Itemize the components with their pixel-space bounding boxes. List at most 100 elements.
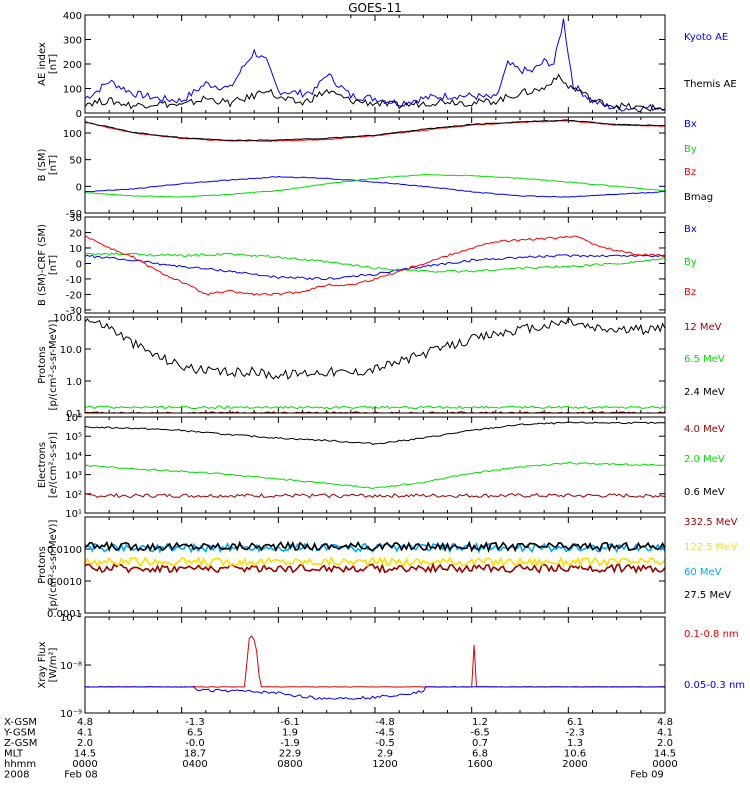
series-group xyxy=(85,18,665,113)
legend-entry: 12 MeV xyxy=(684,322,722,333)
y-tick-label: -20 xyxy=(66,290,82,301)
x-tick-value: 18.7 xyxy=(184,749,206,760)
y-axis-label: Xray Flux[W/m²] xyxy=(37,641,59,688)
y-axis-label: Electrons[e/(cm²-s-sr)] xyxy=(37,432,59,498)
x-tick-value: 2.9 xyxy=(377,749,393,760)
y-tick-label: -10 xyxy=(66,275,82,286)
legend-entry: Bx xyxy=(684,119,697,130)
y-tick-label: 10² xyxy=(65,490,82,501)
x-tick-value: -6.5 xyxy=(470,728,490,739)
x-tick-value: 10.6 xyxy=(564,749,586,760)
y-axis-label-line2: [W/m²] xyxy=(48,647,59,682)
series-line-6-5-mev xyxy=(85,405,665,410)
legend-entry: 332.5 MeV xyxy=(684,517,738,528)
panel-ae: 0 100 200 300 400 AE index[nT] Kyoto AE Themis … xyxy=(37,11,737,120)
y-tick-label: 10 xyxy=(69,244,82,255)
y-axis-label-line1: Protons xyxy=(37,346,48,383)
x-tick-value: 1.3 xyxy=(567,738,583,749)
y-tick-label: 100 xyxy=(63,129,82,140)
y-tick-label: 0 xyxy=(76,109,82,120)
y-tick-label: 10⁴ xyxy=(65,451,82,462)
series-line-bmag xyxy=(85,119,665,142)
x-tick-value: 0800 xyxy=(277,759,302,770)
x-tick-value: 4.1 xyxy=(77,728,93,739)
x-tick-value: 0400 xyxy=(182,759,207,770)
y-tick-label: 0.0001 xyxy=(47,609,82,620)
y-tick-label: 30 xyxy=(69,213,82,224)
legend-entry: 0.05-0.3 nm xyxy=(684,680,745,691)
y-axis-label: B (SM)-CRF (SM)[nT] xyxy=(37,224,59,306)
series-line-0-1-0-8-nm xyxy=(85,635,665,688)
legend-entry: Bx xyxy=(684,224,697,235)
series-line-332-5-mev xyxy=(85,561,665,575)
y-tick-label: 200 xyxy=(63,60,82,71)
panel-xray: 10⁻⁹ 10⁻⁸ 10⁻⁷ Xray Flux[W/m²] 0.1-0.8 nm 0.0… xyxy=(37,613,745,720)
legend-entry: By xyxy=(684,144,697,155)
y-axis-label-line2: [nT] xyxy=(48,255,59,275)
legend-entry: 0.6 MeV xyxy=(684,487,725,498)
series-line-bz xyxy=(85,120,665,142)
y-axis-label-line2: [nT] xyxy=(48,155,59,175)
x-tick-value: 1600 xyxy=(467,759,492,770)
y-tick-label: 10⁻⁸ xyxy=(60,661,82,672)
series-line-bx xyxy=(85,175,665,198)
panel-frame xyxy=(84,14,666,114)
legend-entry: 6.5 MeV xyxy=(684,354,725,365)
panel-bsm: -50 0 50 100 B (SM)[nT] Bx By Bz Bmag xyxy=(37,116,713,220)
series-line-0-6-mev xyxy=(85,421,665,445)
y-tick-label: 50 xyxy=(69,156,82,167)
legend-entry: 2.4 MeV xyxy=(684,387,725,398)
legend-entry: Bz xyxy=(684,287,696,298)
x-tick-value: 1200 xyxy=(372,759,397,770)
x-tick-value: 6.5 xyxy=(187,728,203,739)
panel-prot2: 0.0001 0.0010 0.0100Protons[p/(cm²-s-sr-Me… xyxy=(37,516,738,620)
series-line-122-5-mev xyxy=(85,555,665,569)
legend-entry: Bmag xyxy=(684,192,713,203)
y-axis-label-line1: Electrons xyxy=(37,442,48,488)
y-axis-label: B (SM)[nT] xyxy=(37,148,59,181)
panel-frame xyxy=(84,316,666,414)
panel-elec: 10¹ 10² 10³ 10⁴ 10⁵ 10⁶ Electrons[e/(cm²-s-sr)… xyxy=(37,413,725,520)
y-tick-label: -30 xyxy=(66,306,82,317)
legend-entry: Themis AE xyxy=(683,79,737,90)
panel-prot1: 0.11.010.0100.0Protons[p/(cm²-s-sr-MeV)]… xyxy=(37,313,725,420)
x-tick-value: -4.8 xyxy=(375,717,395,728)
x-tick-value: 4.8 xyxy=(77,717,93,728)
y-tick-label: 10.0 xyxy=(60,345,82,356)
y-tick-label: 0.1 xyxy=(66,409,82,420)
x-tick-value: Feb 09 xyxy=(630,770,664,781)
series-group xyxy=(85,119,665,198)
x-tick-value: -2.3 xyxy=(565,728,585,739)
y-axis-label-line1: AE index xyxy=(37,42,48,86)
panel-frame xyxy=(84,416,666,514)
series-line-by xyxy=(85,252,665,273)
y-axis-label-line2: [p/(cm²-s-sr-MeV)] xyxy=(48,519,59,610)
panel-bcrf: -30 -20 -10 0 10 20 30 B (SM)-CRF (SM)[nT] Bx By B… xyxy=(37,213,697,317)
x-tick-value: 2000 xyxy=(562,759,587,770)
series-line-2-4-mev xyxy=(85,317,665,380)
series-line-4-0-mev xyxy=(85,492,665,499)
y-tick-label: 0 xyxy=(76,182,82,193)
y-tick-label: 20 xyxy=(69,228,82,239)
y-tick-label: 10⁵ xyxy=(65,432,82,443)
y-tick-label: -50 xyxy=(66,209,82,220)
x-tick-value: -0.5 xyxy=(375,738,395,749)
x-tick-value: 6.1 xyxy=(567,717,583,728)
y-tick-label: 100 xyxy=(63,85,82,96)
x-tick-value: 4.1 xyxy=(657,728,673,739)
y-axis-label: AE index[nT] xyxy=(37,42,59,86)
series-line-2-0-mev xyxy=(85,461,665,490)
y-tick-label: 0.0100 xyxy=(47,545,82,556)
legend-entry: 122.5 MeV xyxy=(684,542,738,553)
x-tick-value: 0000 xyxy=(72,759,97,770)
x-tick-value: 14.5 xyxy=(74,749,96,760)
x-tick-value: Feb 08 xyxy=(64,770,98,781)
y-tick-label: 0.0010 xyxy=(47,577,82,588)
series-line-by xyxy=(85,173,665,198)
x-tick-value: -4.5 xyxy=(375,728,395,739)
series-line-bx xyxy=(85,254,665,281)
legend-entry: Bz xyxy=(684,167,696,178)
series-group xyxy=(85,317,665,413)
